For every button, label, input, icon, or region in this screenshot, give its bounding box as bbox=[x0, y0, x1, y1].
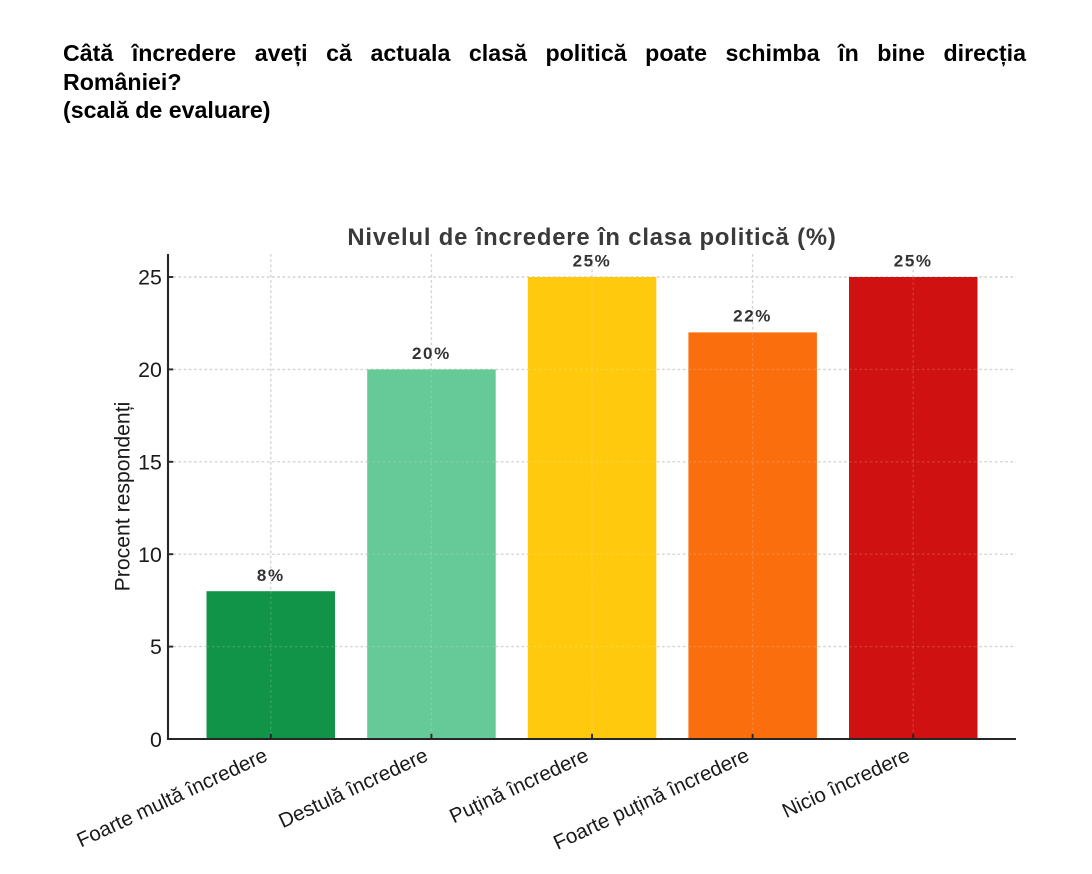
svg-text:Nicio încredere: Nicio încredere bbox=[779, 744, 914, 823]
svg-text:0: 0 bbox=[150, 728, 162, 752]
svg-text:8%: 8% bbox=[257, 566, 285, 585]
svg-text:Foarte multă încredere: Foarte multă încredere bbox=[73, 744, 271, 852]
svg-text:15: 15 bbox=[138, 450, 162, 474]
svg-text:20%: 20% bbox=[412, 344, 451, 363]
svg-text:25: 25 bbox=[138, 266, 162, 290]
svg-text:Destulă încredere: Destulă încredere bbox=[275, 744, 431, 833]
svg-text:22%: 22% bbox=[733, 306, 772, 325]
svg-text:25%: 25% bbox=[894, 252, 933, 271]
svg-text:10: 10 bbox=[138, 543, 162, 567]
svg-text:20: 20 bbox=[138, 358, 162, 382]
svg-text:25%: 25% bbox=[573, 252, 612, 271]
svg-text:Procent respondenți: Procent respondenți bbox=[112, 402, 135, 592]
svg-text:5: 5 bbox=[150, 635, 162, 659]
svg-text:Nivelul de încredere în clasa: Nivelul de încredere în clasa politică (… bbox=[347, 224, 836, 251]
svg-text:Puțină încredere: Puțină încredere bbox=[446, 744, 592, 828]
